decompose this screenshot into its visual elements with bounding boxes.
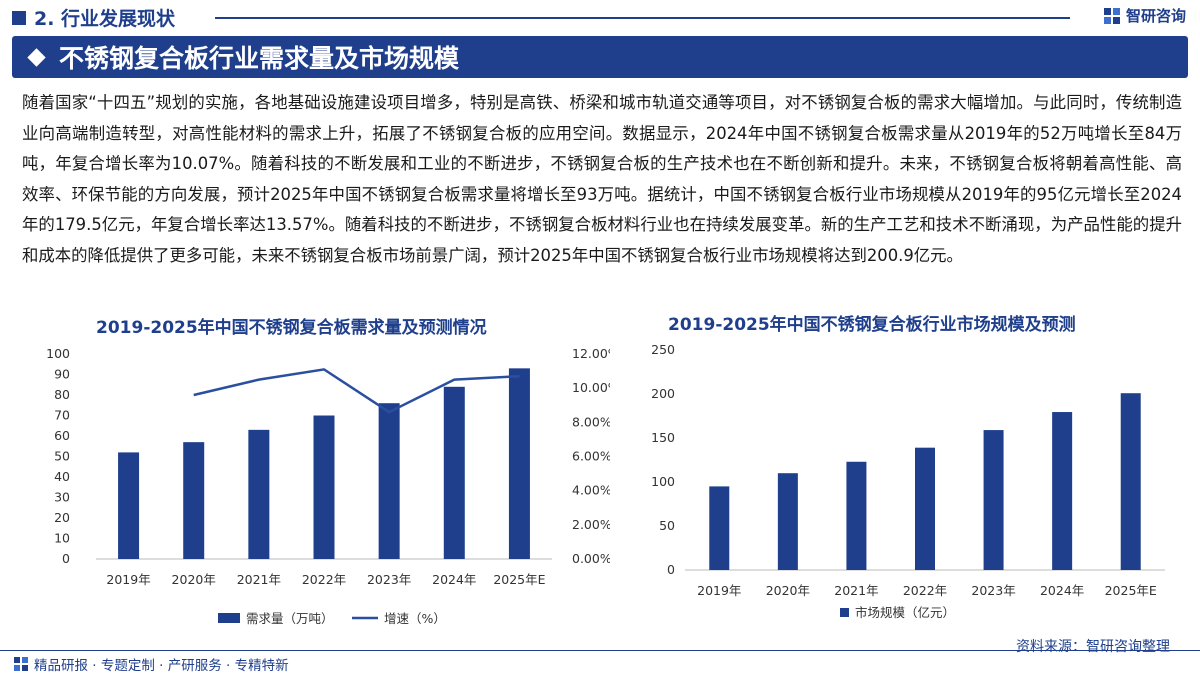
- demand-bar: [508, 368, 530, 559]
- y-left-tick-label: 70: [54, 408, 70, 423]
- page-title: 不锈钢复合板行业需求量及市场规模: [59, 44, 460, 73]
- square-bullet-icon: [12, 10, 26, 25]
- y-left-tick-label: 80: [54, 387, 70, 402]
- title-banner: 不锈钢复合板行业需求量及市场规模: [12, 36, 1188, 78]
- x-tick-label: 2025年E: [493, 572, 545, 587]
- y-left-tick-label: 10: [54, 531, 70, 546]
- demand-chart: 0 10 20 30 40 50 60 70 80 90 100 0.00% 2.00% 4.00% 6.0…: [46, 346, 610, 626]
- y-tick-label: 100: [651, 474, 675, 489]
- y-right-tick-label: 2.00%: [572, 517, 610, 532]
- footer-logo-icon: [14, 657, 28, 671]
- brand-logo-icon: [1103, 7, 1120, 24]
- growth-rate-line: [193, 368, 520, 414]
- y-right-tick-label: 4.00%: [572, 483, 610, 498]
- y-tick-label: 200: [651, 386, 675, 401]
- y-right-tick-label: 8.00%: [572, 414, 610, 429]
- y-tick-label: 150: [651, 430, 675, 445]
- y-right-tick-label: 10.00%: [572, 380, 610, 395]
- footer-divider: [0, 650, 1200, 651]
- footer-tagline: 精品研报 · 专题定制 · 产研服务 · 专精特新: [14, 654, 289, 674]
- legend-bar-swatch: [840, 608, 849, 617]
- market-size-bar: [915, 447, 935, 570]
- legend-bar-swatch: [218, 613, 240, 623]
- y-left-tick-label: 30: [54, 490, 70, 505]
- body-paragraph: 随着国家“十四五”规划的实施，各地基础设施建设项目增多，特别是高铁、桥梁和城市轨…: [22, 93, 1182, 265]
- x-tick-label: 2021年: [237, 572, 281, 587]
- y-left-tick-label: 60: [54, 428, 70, 443]
- legend-bar-label: 需求量（万吨）: [246, 611, 334, 626]
- demand-bar: [118, 452, 140, 559]
- legend-bar-label: 市场规模（亿元）: [855, 605, 955, 620]
- x-tick-label: 2023年: [971, 583, 1015, 598]
- section-label-text: 2. 行业发展现状: [34, 8, 176, 30]
- brand: 智研咨询: [1103, 5, 1186, 26]
- brand-name: 智研咨询: [1125, 7, 1186, 25]
- y-right-tick-label: 6.00%: [572, 449, 610, 464]
- demand-bar: [443, 386, 465, 559]
- y-left-tick-label: 40: [54, 469, 70, 484]
- demand-bar: [183, 442, 205, 559]
- footer-tagline-text: 精品研报 · 专题定制 · 产研服务 · 专精特新: [34, 658, 289, 674]
- chart1-title: 2019-2025年中国不锈钢复合板需求量及预测情况: [96, 318, 487, 338]
- x-tick-label: 2022年: [903, 583, 947, 598]
- y-tick-label: 0: [667, 562, 675, 577]
- diamond-icon: [27, 47, 46, 67]
- y-right-tick-label: 12.00%: [572, 346, 610, 361]
- y-right-tick-label: 0.00%: [572, 551, 610, 566]
- section-label: 2. 行业发展现状: [12, 4, 175, 31]
- y-left-tick-label: 90: [54, 367, 70, 382]
- x-tick-label: 2020年: [766, 583, 810, 598]
- x-tick-label: 2025年E: [1105, 583, 1157, 598]
- demand-bar: [248, 429, 270, 559]
- demand-bar: [313, 415, 335, 559]
- y-left-tick-label: 50: [54, 449, 70, 464]
- top-bar: 2. 行业发展现状 智研咨询: [0, 0, 1200, 36]
- x-tick-label: 2024年: [432, 572, 476, 587]
- x-tick-label: 2023年: [367, 572, 411, 587]
- y-left-tick-label: 0: [62, 551, 70, 566]
- market-size-bar: [1052, 412, 1073, 570]
- y-tick-label: 250: [651, 342, 675, 357]
- source-note: 资料来源：智研咨询整理: [1016, 639, 1170, 655]
- legend-line-label: 增速（%）: [384, 611, 446, 626]
- market-size-bar: [983, 430, 1004, 570]
- x-tick-label: 2019年: [106, 572, 150, 587]
- x-tick-label: 2022年: [302, 572, 346, 587]
- x-tick-label: 2020年: [172, 572, 216, 587]
- market-size-bar: [777, 473, 798, 570]
- y-tick-label: 50: [659, 518, 675, 533]
- chart2-title: 2019-2025年中国不锈钢复合板行业市场规模及预测: [668, 315, 1076, 335]
- market-size-bar: [709, 486, 730, 570]
- demand-bar: [378, 403, 400, 559]
- y-left-tick-label: 100: [46, 346, 70, 361]
- header-divider: [215, 17, 1070, 19]
- x-tick-label: 2024年: [1040, 583, 1084, 598]
- market-size-chart: 0 50 100 150 200 250 2019年 2020年 2021年 2022年 2023年…: [651, 342, 1165, 620]
- y-left-tick-label: 20: [54, 510, 70, 525]
- x-tick-label: 2021年: [834, 583, 878, 598]
- market-size-bar: [1120, 393, 1141, 570]
- x-tick-label: 2019年: [697, 583, 741, 598]
- market-size-bar: [846, 461, 867, 570]
